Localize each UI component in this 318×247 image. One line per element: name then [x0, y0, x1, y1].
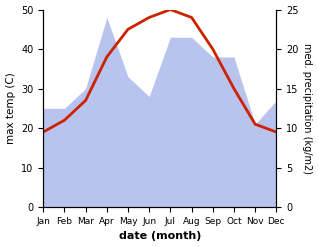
- Y-axis label: max temp (C): max temp (C): [5, 72, 16, 144]
- Y-axis label: med. precipitation (kg/m2): med. precipitation (kg/m2): [302, 43, 313, 174]
- X-axis label: date (month): date (month): [119, 231, 201, 242]
